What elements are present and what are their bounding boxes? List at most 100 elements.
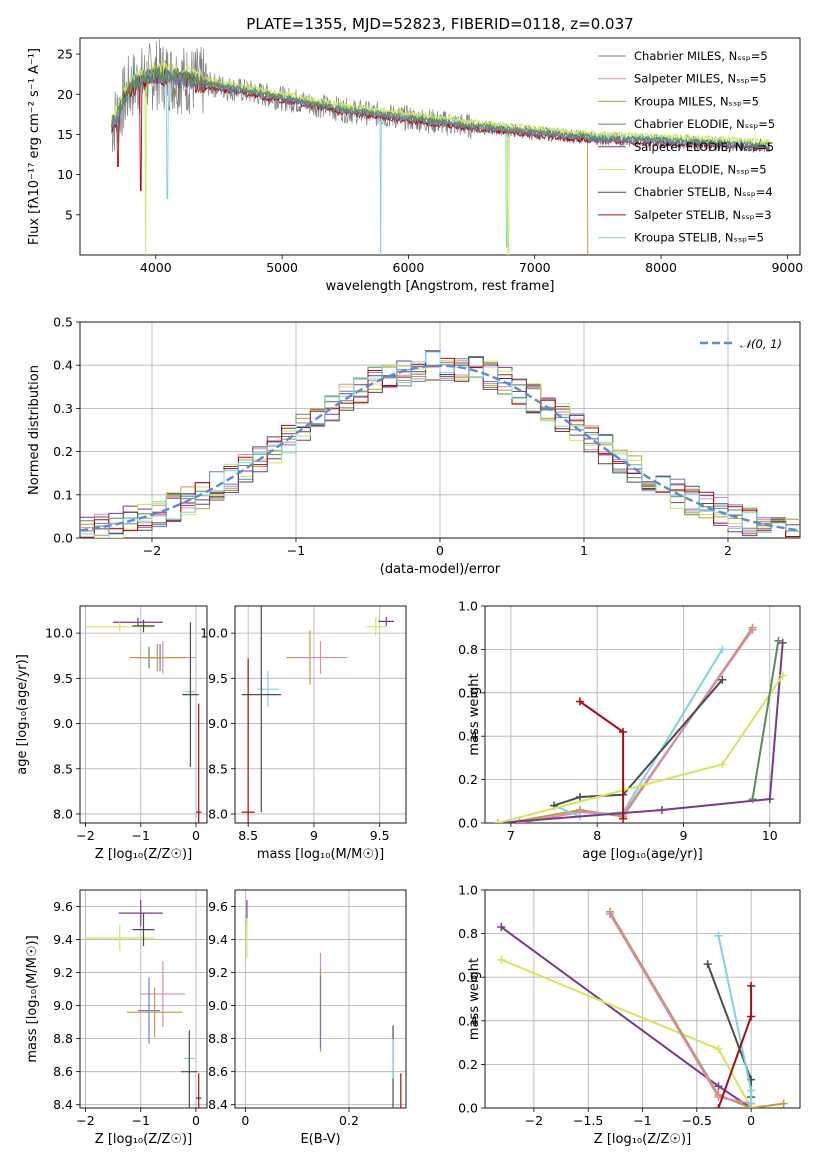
y-axis-label: Normed distribution xyxy=(27,365,42,495)
x-tick-label: 8000 xyxy=(645,260,677,275)
legend-entry: Kroupa ELODIE, Nₛₛₚ=5 xyxy=(634,163,767,177)
x-axis-label: Z [log₁₀(Z/Z☉)] xyxy=(95,847,192,862)
error-bar-point xyxy=(365,617,387,636)
axes-frame xyxy=(234,605,407,824)
error-bar-point xyxy=(378,616,395,626)
y-tick-label: 8.4 xyxy=(208,1097,228,1112)
legend-entry: Chabrier ELODIE, Nₛₛₚ=5 xyxy=(634,117,775,131)
y-tick-label: 0.4 xyxy=(458,729,478,744)
series-marker xyxy=(714,931,723,940)
x-tick-label: 9000 xyxy=(771,260,803,275)
plot-area xyxy=(497,907,788,1108)
y-tick-label: 8.6 xyxy=(53,1064,73,1079)
series-marker xyxy=(619,727,628,736)
series-line xyxy=(579,700,625,819)
x-axis-label: Z [log₁₀(Z/Z☉)] xyxy=(594,1132,691,1147)
legend: 𝒩(0, 1) xyxy=(700,337,782,351)
series-line xyxy=(609,911,784,1108)
y-axis-label: mass weight xyxy=(467,958,482,1040)
error-bar-point xyxy=(85,622,154,632)
mass-weight-series xyxy=(497,923,756,1108)
x-tick-label: 9.5 xyxy=(370,828,390,843)
error-bar-point xyxy=(132,913,155,947)
x-tick-label: 9 xyxy=(310,828,318,843)
y-tick-label: 9.5 xyxy=(53,671,73,686)
mass-weight-series xyxy=(550,675,727,810)
series-marker xyxy=(714,1104,723,1108)
error-bar-point xyxy=(181,1030,198,1108)
y-axis-label: Flux [fλ10⁻¹⁷ erg cm⁻² s⁻¹ A⁻¹] xyxy=(27,48,42,245)
y-tick-label: 0.6 xyxy=(458,970,478,985)
axes-frame xyxy=(484,889,801,1109)
x-tick-label: −1 xyxy=(132,828,150,843)
error-bar-point xyxy=(113,617,163,627)
mass-weight-series xyxy=(497,955,756,1108)
x-tick-label: −1 xyxy=(633,1113,651,1128)
x-tick-label: −1 xyxy=(287,543,305,558)
plot-area xyxy=(246,899,402,1108)
mass-weight-series xyxy=(493,671,787,823)
series-marker xyxy=(493,819,502,823)
x-tick-label: 6000 xyxy=(393,260,425,275)
y-tick-label: 0.3 xyxy=(53,401,73,416)
series-marker xyxy=(774,636,783,645)
x-tick-label: −1 xyxy=(132,1113,150,1128)
y-tick-label: 10 xyxy=(57,167,73,182)
series-marker xyxy=(747,1012,756,1021)
legend: Chabrier MILES, Nₛₛₚ=5 Salpeter MILES, Nₛ… xyxy=(598,49,775,245)
y-tick-label: 25 xyxy=(57,47,73,62)
legend-entry: Salpeter MILES, Nₛₛₚ=5 xyxy=(634,72,767,86)
x-axis-label: age [log₁₀(age/yr)] xyxy=(582,847,703,862)
model-spectrum-line xyxy=(111,65,589,255)
series-marker xyxy=(714,1093,723,1102)
x-tick-label: 7 xyxy=(507,828,515,843)
x-tick-label: 0 xyxy=(192,828,200,843)
y-tick-label: 0.4 xyxy=(458,1013,478,1028)
series-marker xyxy=(778,671,787,680)
y-tick-label: 1.0 xyxy=(458,883,478,898)
model-spectrum-line xyxy=(111,62,770,255)
series-marker xyxy=(714,1045,723,1054)
y-tick-label: 8.6 xyxy=(208,1064,228,1079)
legend-entry: Salpeter ELODIE, Nₛₛₚ=5 xyxy=(634,140,774,154)
y-tick-label: 0.1 xyxy=(53,487,73,502)
plot-area xyxy=(85,617,202,823)
x-tick-label: 0 xyxy=(241,1113,249,1128)
y-tick-label: 8.5 xyxy=(208,761,228,776)
error-bar-point xyxy=(257,671,279,708)
error-bar-point xyxy=(140,961,185,1028)
panel-mass-weight-vs-age: 7 8 9 10 0.0 0.2 0.4 0.6 0.8 1.0 age [log₁₀(age/yr… xyxy=(458,599,801,862)
error-bar-point xyxy=(132,619,155,633)
series-marker xyxy=(747,1099,756,1108)
y-tick-label: 9.0 xyxy=(208,716,228,731)
y-axis-label: mass weight xyxy=(467,673,482,755)
x-axis-label: Z [log₁₀(Z/Z☉)] xyxy=(95,1132,192,1147)
panel-age-vs-mass: 8.5 9 9.5 8.0 8.5 9.0 9.5 10.0 mass [log₁₀(M/M☉)… xyxy=(200,605,407,862)
series-marker xyxy=(765,795,774,804)
error-bar-point xyxy=(195,1073,202,1108)
y-tick-label: 0.2 xyxy=(458,772,478,787)
x-tick-label: 4000 xyxy=(140,260,172,275)
mass-weight-series xyxy=(714,931,756,1108)
plot-area xyxy=(493,623,787,823)
series-marker xyxy=(714,1082,723,1091)
y-tick-label: 20 xyxy=(57,87,73,102)
y-tick-label: 0.8 xyxy=(458,642,478,657)
y-tick-label: 8.0 xyxy=(53,806,73,821)
x-axis-label: mass [log₁₀(M/M☉)] xyxy=(257,847,384,862)
y-tick-label: 8.8 xyxy=(53,1031,73,1046)
error-bar-point xyxy=(129,643,185,672)
y-tick-label: 9.4 xyxy=(208,932,228,947)
series-marker xyxy=(748,795,757,804)
error-bar-point xyxy=(118,899,163,927)
series-marker xyxy=(605,909,614,918)
y-tick-label: 8.0 xyxy=(208,806,228,821)
series-line xyxy=(751,640,780,800)
series-marker xyxy=(575,792,584,801)
y-tick-label: 9.4 xyxy=(53,932,73,947)
mass-weight-series xyxy=(714,981,756,1108)
series-marker xyxy=(497,955,506,964)
error-bar-point xyxy=(241,658,255,823)
x-tick-label: −0.5 xyxy=(682,1113,712,1128)
